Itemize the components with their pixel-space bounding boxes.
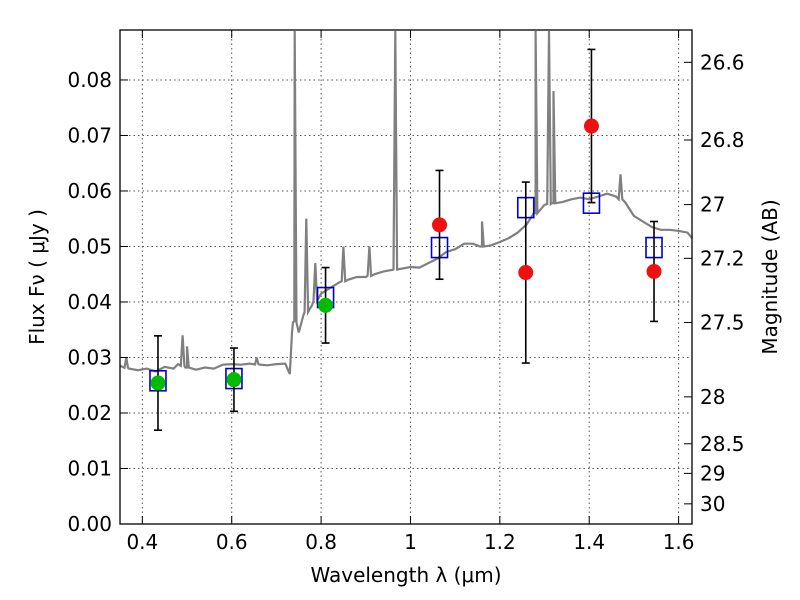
right-tick-label: 30 bbox=[700, 492, 725, 516]
red-data-point bbox=[518, 265, 534, 281]
y-axis-label: Flux Fν ( μJy ) bbox=[25, 209, 49, 345]
x-tick-label: 0.6 bbox=[216, 530, 248, 554]
red-data-point bbox=[432, 217, 448, 233]
grid bbox=[120, 30, 692, 525]
red-data-point bbox=[646, 263, 662, 279]
model-spectrum-line bbox=[119, 30, 693, 375]
x-tick-label: 1 bbox=[404, 530, 417, 554]
red-data-point bbox=[583, 118, 599, 134]
green-data-point bbox=[226, 372, 242, 388]
y-tick-label: 0.04 bbox=[67, 290, 112, 314]
plot-frame bbox=[119, 29, 693, 525]
green-data-point bbox=[318, 297, 334, 313]
axes-ticks: 0.4 0.6 0.8 1 1.2 1.4 1.6 0.00 0.01 0.02 0.03 0.04 0… bbox=[67, 30, 745, 554]
right-tick-label: 29 bbox=[700, 461, 725, 485]
y-tick-label: 0.03 bbox=[67, 345, 112, 369]
x-tick-label: 1.6 bbox=[663, 530, 695, 554]
right-tick-label: 28 bbox=[700, 385, 725, 409]
y-tick-label: 0.06 bbox=[67, 179, 112, 203]
y-tick-label: 0.05 bbox=[67, 234, 112, 258]
y-tick-label: 0.01 bbox=[67, 456, 112, 480]
right-tick-label: 27.5 bbox=[700, 310, 745, 334]
x-tick-label: 0.4 bbox=[126, 530, 158, 554]
y-tick-label: 0.07 bbox=[67, 123, 112, 147]
right-tick-label: 26.6 bbox=[700, 50, 745, 74]
right-tick-label: 27 bbox=[700, 193, 725, 217]
y-tick-label: 0.02 bbox=[67, 401, 112, 425]
right-axis-label: Magnitude (AB) bbox=[758, 199, 782, 354]
right-tick-label: 27.2 bbox=[700, 246, 745, 270]
model-spectrum bbox=[119, 30, 693, 375]
x-tick-label: 0.8 bbox=[305, 530, 337, 554]
x-tick-label: 1.2 bbox=[484, 530, 516, 554]
data-points bbox=[149, 48, 663, 431]
x-tick-label: 1.4 bbox=[573, 530, 605, 554]
y-tick-label: 0.08 bbox=[67, 68, 112, 92]
y-tick-label: 0.00 bbox=[67, 512, 112, 536]
right-tick-label: 28.5 bbox=[700, 432, 745, 456]
right-tick-label: 26.8 bbox=[700, 128, 745, 152]
x-axis-label: Wavelength λ (μm) bbox=[310, 563, 501, 587]
green-data-point bbox=[150, 375, 166, 391]
